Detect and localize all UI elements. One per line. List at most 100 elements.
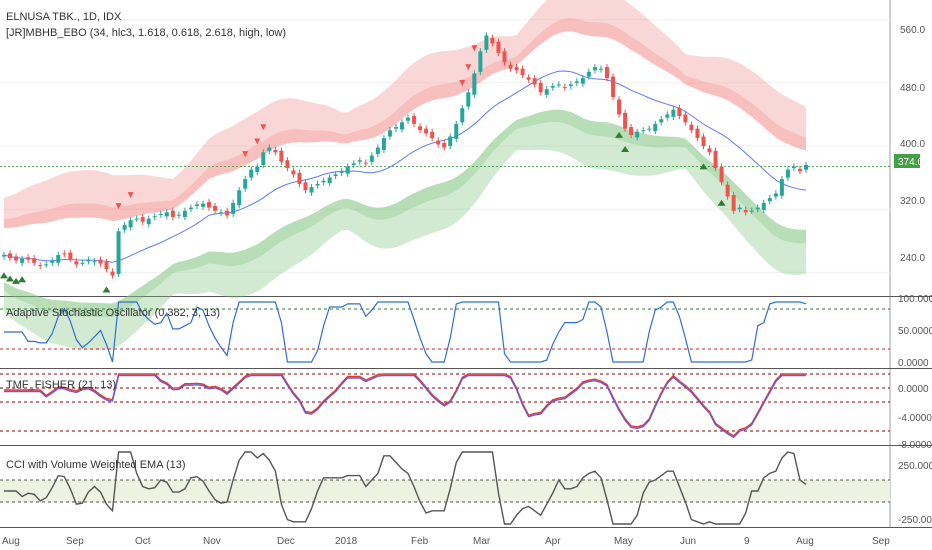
candle-body [617,99,622,115]
candle-body [544,89,549,95]
x-label-apr: Apr [545,536,561,547]
buy-signal-arrow [12,277,21,284]
upper-band-outer [4,0,806,219]
stochastic-line [4,301,807,363]
buy-signal-arrow [18,276,27,283]
candle-body [466,92,471,107]
x-label-2018: 2018 [335,536,358,547]
candle-body [490,37,495,44]
candle-body [460,108,465,123]
candle-body [797,168,802,172]
candle-body [399,122,404,130]
price-pane[interactable] [0,0,890,350]
candle-body [243,179,248,189]
candle-body [641,130,646,132]
fisher-tick-0: 0.0000 [898,384,929,395]
pane-frames [0,0,932,528]
candle-body [38,265,43,267]
cci-pane[interactable] [0,451,890,525]
time-axis[interactable]: Aug Sep Oct Nov Dec 2018 Feb Mar Apr May… [2,536,890,547]
candle-body [339,171,344,173]
stoch-tick-100: 100.0000 [898,294,932,305]
buy-signal-arrow [621,146,630,153]
candle-body [653,123,658,132]
candle-body [743,209,748,213]
candle-body [2,254,6,257]
candle-body [261,152,266,165]
candle-body [719,166,724,183]
price-tick-560: 560.0 [900,25,925,36]
candle-body [412,116,417,124]
last-price-badge [894,154,920,168]
x-label-aug2: Aug [796,536,814,547]
candle-body [605,67,610,79]
candle-body [80,262,85,264]
candle-body [514,67,519,71]
sell-signal-arrow [471,45,478,52]
candle-body [725,184,730,197]
candle-body [713,150,718,169]
x-label-feb: Feb [411,536,429,547]
sell-signal-arrow [242,151,249,158]
candle-body [134,218,139,220]
buy-signal-arrow [6,275,15,282]
cci-neutral-band [0,480,890,502]
candle-body [406,117,411,121]
candle-body [86,259,91,262]
x-label-jun: Jun [680,536,696,547]
candle-body [502,51,507,63]
fisher-pane[interactable] [0,373,890,439]
candle-body [62,253,67,255]
candle-body [231,202,236,214]
candle-body [454,123,459,139]
sell-signal-arrow [115,203,122,210]
candle-body [219,212,224,214]
candle-body [273,149,278,153]
candle-body [755,207,760,210]
candle-body [363,162,368,164]
candle-body [647,128,652,130]
candle-body [152,216,157,218]
candle-body [773,193,778,197]
candle-body [170,210,175,218]
x-label-9: 9 [744,536,750,547]
upper-band-inner [4,18,806,228]
candle-body [538,82,543,93]
buy-signal-arrow [615,131,624,138]
candle-body [327,177,332,184]
cci-line [4,451,807,525]
candle-body [393,127,398,129]
candle-body [98,259,103,264]
candle-body [689,124,694,131]
candle-body [436,140,441,145]
candle-body [526,77,531,80]
lower-band-outer [4,122,806,350]
candle-body [20,258,25,263]
buy-signal-arrow [717,199,726,206]
candle-body [701,136,706,147]
candle-body [683,114,688,123]
fisher-line [4,373,806,437]
candle-body [158,213,163,215]
candle-body [26,257,31,260]
stochastic-title: Adaptive Stochastic Oscillator (0.382, 3… [6,307,220,319]
candle-body [182,210,187,218]
sell-signal-arrow [260,124,267,131]
candle-body [448,136,453,147]
candle-body [556,84,561,86]
candle-body [568,84,573,87]
x-label-aug: Aug [2,536,20,547]
candle-body [8,253,13,259]
stochastic-pane[interactable] [0,301,890,363]
candle-body [418,126,423,131]
x-label-nov: Nov [203,536,221,547]
fisher-tick-4: -4.0000 [898,413,932,424]
price-tick-320: 320.0 [900,196,925,207]
x-label-dec: Dec [277,536,295,547]
candle-body [116,231,121,274]
candle-body [357,160,362,162]
candle-body [761,202,766,210]
candle-body [375,147,380,154]
